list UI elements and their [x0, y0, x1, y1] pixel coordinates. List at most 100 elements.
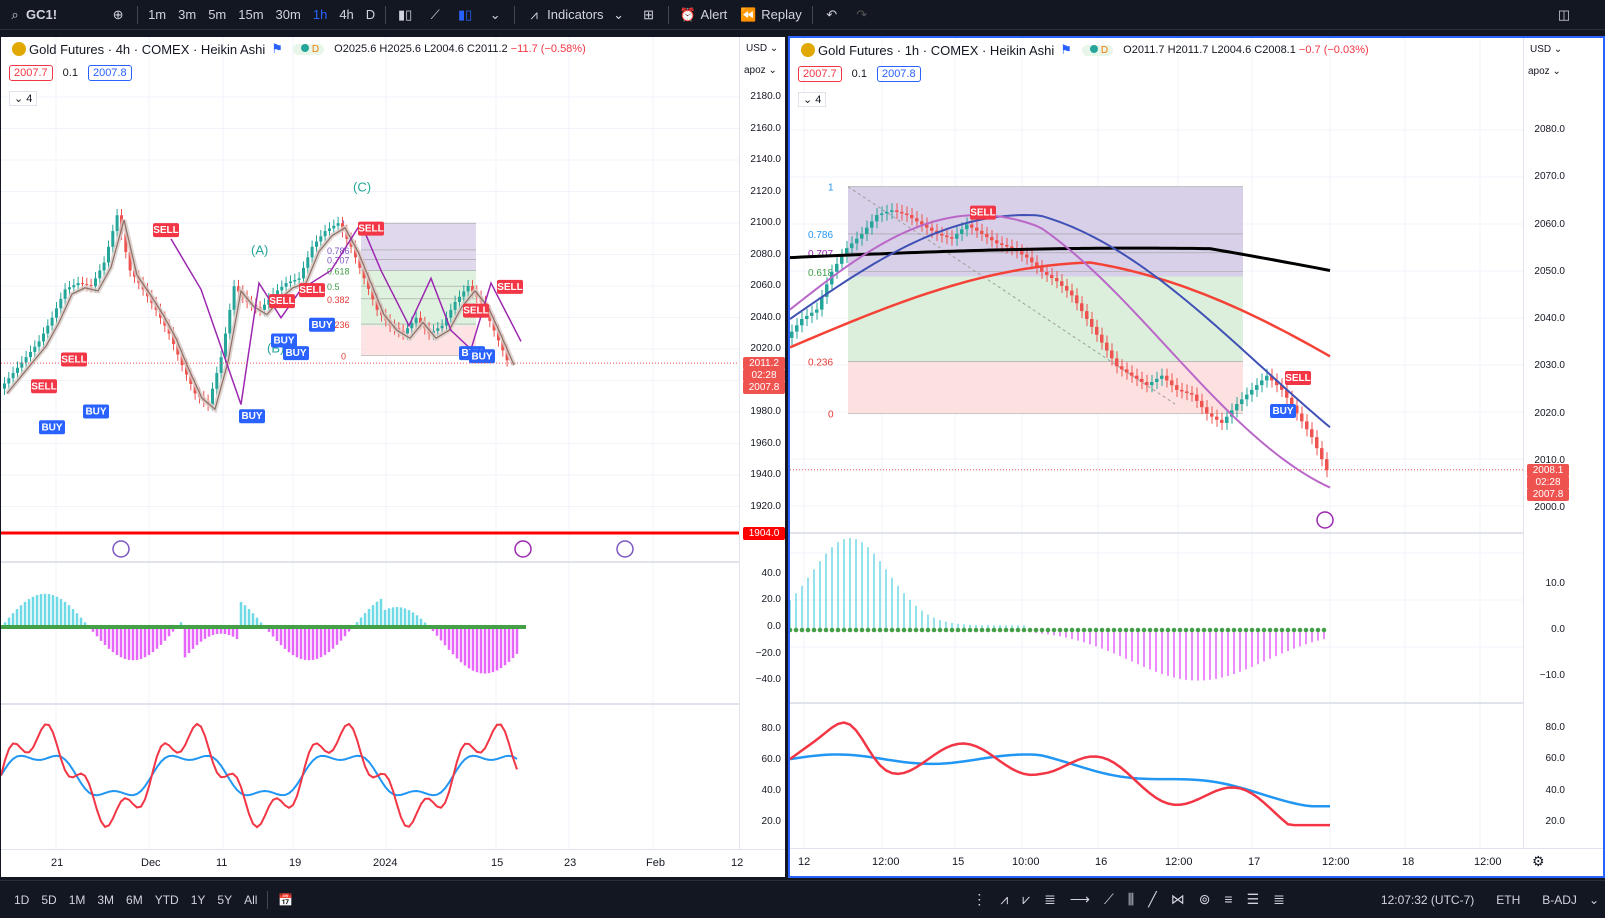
range-5d[interactable]: 5D [41, 892, 57, 907]
chart-title-right[interactable]: Gold Futures · 1h · COMEX · Heikin Ashi [818, 42, 1055, 58]
price-tick: 2000.0 [1534, 502, 1565, 513]
interval-5m[interactable]: 5m [208, 7, 227, 22]
osc-zero-dot [1195, 627, 1201, 633]
drawing-tool-7-icon[interactable]: ╱ [1148, 891, 1157, 907]
time-tick: 18 [1402, 856, 1415, 868]
session-toggle[interactable]: ETH [1496, 892, 1521, 907]
interval-3m[interactable]: 3m [178, 7, 197, 22]
drawing-tool-0-icon[interactable]: ⋮ [972, 891, 987, 907]
range-1d[interactable]: 1D [14, 892, 30, 907]
fib-zone-bottom [848, 361, 1243, 414]
clock[interactable]: 12:07:32 (UTC-7) [1380, 892, 1475, 907]
sell-signal-label: SELL [299, 285, 325, 296]
osc-zero-dot [1249, 627, 1255, 633]
osc-tick: 0.0 [1551, 624, 1565, 635]
range-5y[interactable]: 5Y [217, 892, 233, 907]
price-tick: 2050.0 [1534, 265, 1565, 277]
candle-body [1080, 303, 1084, 312]
range-3m[interactable]: 3M [97, 892, 115, 907]
time-axis-right[interactable]: ⚙ 12 12:00 15 10:00 16 12:00 17 12:00 18 12:00 [790, 848, 1603, 876]
range-all[interactable]: All [244, 892, 258, 907]
drawing-tool-6-icon[interactable]: ⫼ [1127, 891, 1135, 907]
currency-select[interactable]: USD ⌄ [1530, 44, 1563, 55]
undo-button[interactable]: ↶ [817, 0, 847, 30]
currency-select[interactable]: USD ⌄ [746, 43, 779, 54]
candle-body [336, 223, 340, 226]
chart-type-dropdown[interactable]: ⌄ [480, 0, 510, 30]
osc-zero-dot [1315, 627, 1321, 633]
drawing-tool-5-icon[interactable]: ⟋ [1103, 891, 1114, 907]
ask-box[interactable]: 2007.8 [87, 65, 132, 81]
drawing-tool-9-icon[interactable]: ⊚ [1198, 891, 1211, 907]
candle-body [1245, 394, 1249, 400]
candle-body [176, 344, 180, 355]
candles-button[interactable]: ▮▯ [390, 0, 420, 30]
layout-toggle[interactable]: ◫ [1549, 0, 1579, 30]
replay-button[interactable]: ⏪ Replay [733, 0, 807, 30]
candle-body [1050, 274, 1054, 279]
chart-pane-left[interactable]: 10.7860.7070.6180.50.3820.2360(A)(B)(C)B… [0, 36, 786, 878]
bid-box[interactable]: 2007.7 [798, 66, 842, 82]
range-1y[interactable]: 1Y [190, 892, 206, 907]
fib-level-label: 0.236 [808, 358, 833, 369]
gold-logo-icon [801, 43, 815, 57]
osc-zero-dot [835, 627, 841, 633]
interval-15m[interactable]: 15m [238, 7, 264, 22]
ask-box[interactable]: 2007.8 [876, 66, 921, 82]
drawing-tool-8-icon[interactable]: ⋈ [1170, 891, 1185, 907]
drawing-tool-12-icon[interactable]: ≣ [1273, 891, 1285, 907]
chart-canvas-right[interactable]: 1 0.786 0.707 0.618 0.236 0 SELL SELL BUY [790, 38, 1523, 848]
layouts-button[interactable]: ⊞ [634, 0, 664, 30]
candle-body [232, 286, 236, 310]
chart-pane-right[interactable]: 1 0.786 0.707 0.618 0.236 0 SELL SELL BUY Gold F… [788, 36, 1605, 878]
drawing-tool-4-icon[interactable]: ⟶ [1069, 891, 1090, 907]
indicators-button[interactable]: ⩘ Indicators ⌄ [519, 0, 633, 30]
drawing-tool-1-icon[interactable]: ⩘ [1000, 891, 1009, 907]
indicators-label: Indicators [547, 7, 604, 22]
candle-body [1035, 262, 1039, 268]
chart-type-button[interactable]: ⟋ [420, 0, 450, 30]
fib-zone-mid [848, 276, 1243, 362]
osc-zero-dot [790, 627, 793, 633]
high-value: H2025.6 [379, 43, 421, 55]
interval-D[interactable]: D [365, 7, 376, 22]
candle-body [800, 319, 804, 326]
range-1m[interactable]: 1M [68, 892, 86, 907]
range-6m[interactable]: 6M [126, 892, 143, 907]
osc-zero-dot [1003, 627, 1009, 633]
drawing-tool-11-icon[interactable]: ☰ [1246, 891, 1260, 907]
drawing-tool-3-icon[interactable]: ≣ [1044, 891, 1056, 907]
interval-30m[interactable]: 30m [275, 7, 301, 22]
drawing-tool-2-icon[interactable]: ⩗ [1022, 891, 1031, 907]
settings-icon[interactable]: ⚙ [1532, 853, 1545, 869]
time-tick: 12:00 [1322, 856, 1350, 868]
interval-4h[interactable]: 4h [339, 7, 354, 22]
symbol-search[interactable]: ⌕ GC1! [0, 0, 63, 30]
adjust-toggle[interactable]: B-ADJ [1542, 892, 1577, 907]
indicator-count-toggle[interactable]: ⌄ 4 [9, 91, 38, 106]
price-axis-left[interactable]: USD ⌄ apoz ⌄ 2180.0 2160.0 2140.0 2120.0 210… [739, 37, 785, 877]
scale-select[interactable]: apoz ⌄ [744, 65, 777, 76]
redo-button[interactable]: ↷ [847, 0, 877, 30]
chart-title-left[interactable]: Gold Futures · 4h · COMEX · Heikin Ashi [29, 41, 266, 57]
scale-select[interactable]: apoz ⌄ [1528, 66, 1561, 77]
interval-1h[interactable]: 1h [312, 7, 328, 22]
sell-signal-box [1285, 370, 1311, 385]
drawing-tool-10-icon[interactable]: ≡ [1224, 891, 1233, 907]
alert-button[interactable]: ⏰ Alert [673, 0, 734, 30]
bottom-chevron-button[interactable]: ⌄ [1583, 893, 1605, 907]
chevron-down-icon: ⌄ [803, 94, 813, 106]
bid-box[interactable]: 2007.7 [9, 65, 53, 81]
interval-1m[interactable]: 1m [148, 7, 167, 22]
buy-signal-label: BUY [41, 422, 62, 433]
ma-100-line [790, 261, 1331, 358]
range-ytd[interactable]: YTD [154, 892, 179, 907]
price-axis-right[interactable]: USD ⌄ apoz ⌄ 2080.0 2070.0 2060.0 2050.0 204… [1523, 38, 1571, 848]
candle-body [115, 215, 119, 232]
compare-button[interactable]: ⊕ [103, 0, 133, 30]
time-axis-left[interactable]: 21 Dec 11 19 2024 15 23 Feb 12 [1, 849, 785, 877]
chart-canvas-left[interactable]: 10.7860.7070.6180.50.3820.2360(A)(B)(C)B… [1, 37, 739, 849]
heikin-button[interactable]: ▮▯ [450, 0, 480, 30]
date-range-button[interactable]: 📅 [272, 893, 299, 907]
indicator-count-toggle[interactable]: ⌄ 4 [798, 92, 827, 107]
